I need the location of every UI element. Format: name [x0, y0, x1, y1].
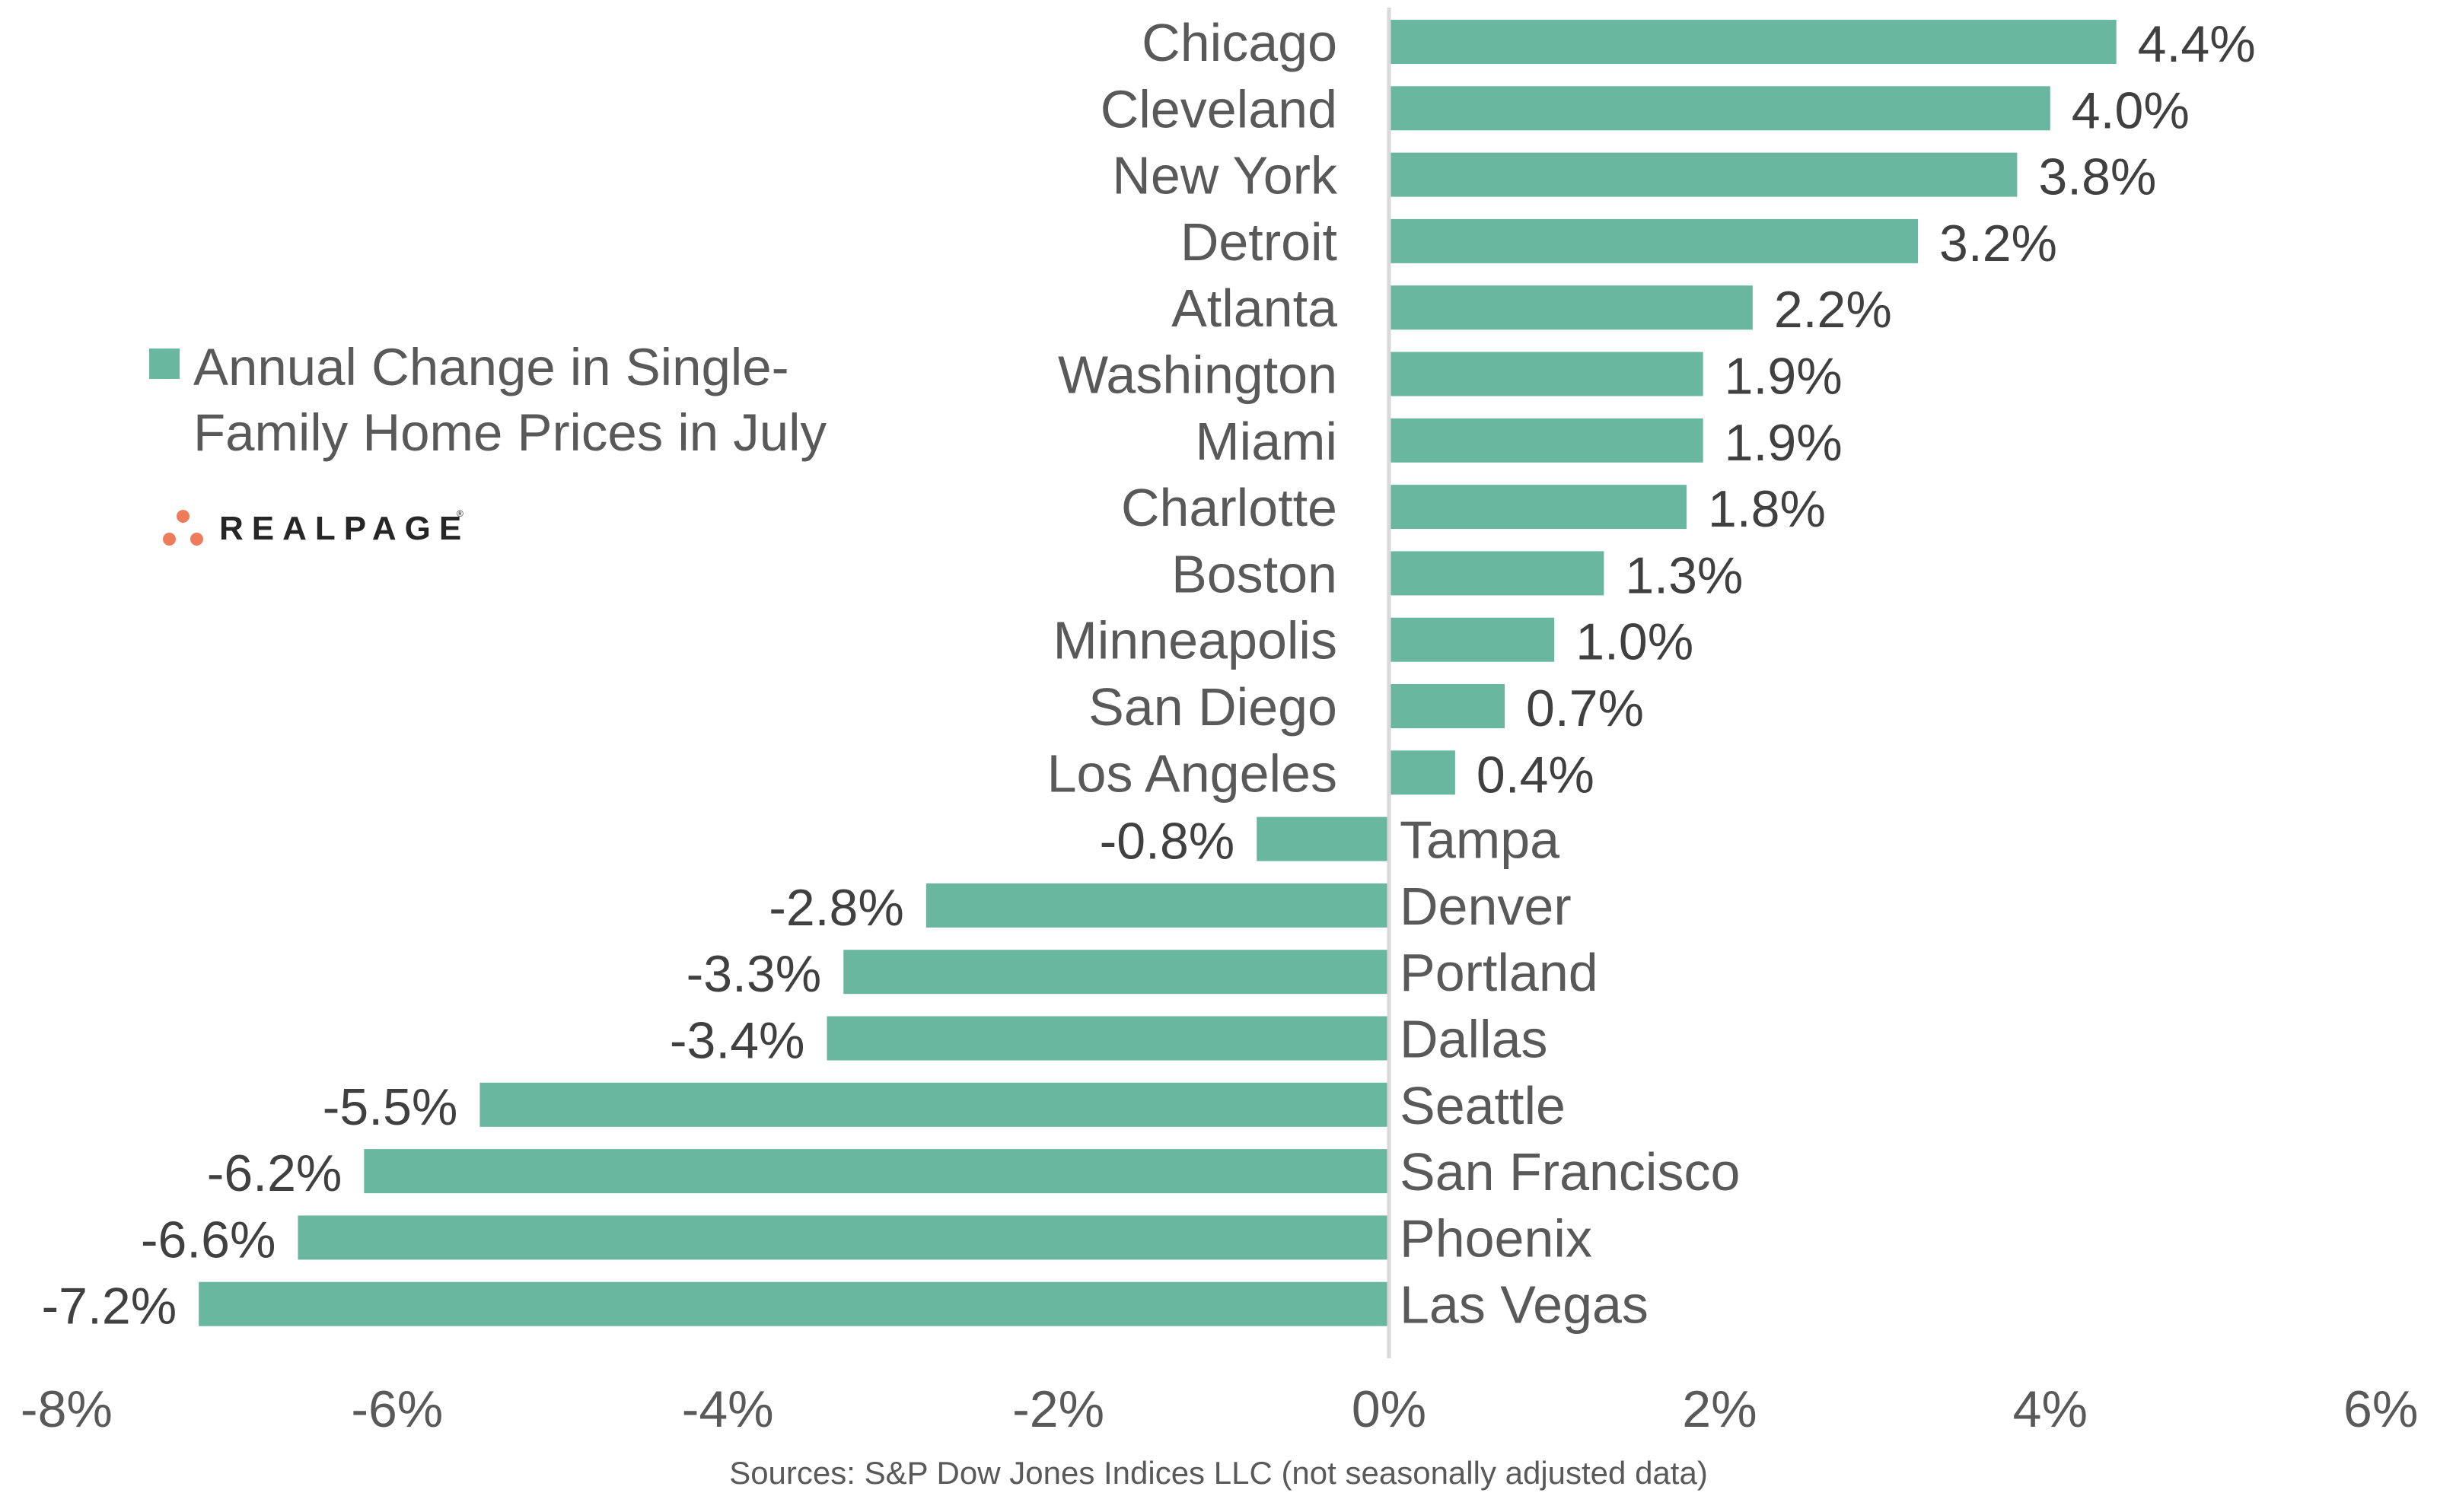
bar-charlotte — [1389, 485, 1687, 530]
category-label: San Francisco — [1400, 1142, 1740, 1202]
category-label: Tampa — [1400, 810, 1559, 870]
data-label: -0.8% — [1100, 813, 1235, 871]
x-tick-label: -2% — [1012, 1380, 1104, 1438]
data-label: 1.0% — [1575, 613, 1693, 671]
category-label: Dallas — [1400, 1010, 1548, 1069]
bar-san-francisco — [364, 1149, 1389, 1194]
bar-cleveland — [1389, 86, 2050, 131]
legend-line-1: Annual Change in Single- — [193, 338, 789, 396]
data-label: -7.2% — [42, 1278, 177, 1335]
category-label: New York — [1112, 146, 1338, 205]
bar-san-diego — [1389, 684, 1505, 728]
category-label: Seattle — [1400, 1076, 1566, 1135]
data-label: 4.4% — [2138, 15, 2256, 73]
legend-swatch — [149, 349, 180, 379]
bar-dallas — [827, 1016, 1389, 1061]
data-label: 2.2% — [1774, 281, 1892, 339]
data-label: -2.8% — [769, 879, 904, 937]
data-label: 1.9% — [1725, 348, 1843, 406]
category-label: Charlotte — [1121, 478, 1337, 537]
x-tick-label: -4% — [682, 1380, 774, 1438]
data-label: 0.7% — [1526, 680, 1644, 737]
category-label: Detroit — [1180, 212, 1337, 272]
category-label: Los Angeles — [1047, 743, 1337, 803]
category-label: Minneapolis — [1053, 611, 1337, 670]
category-label: Miami — [1195, 412, 1337, 471]
data-label: 0.4% — [1477, 746, 1594, 804]
legend-line-2: Family Home Prices in July — [193, 403, 827, 462]
source-note: Sources: S&P Dow Jones Indices LLC (not … — [729, 1455, 1708, 1491]
x-tick-label: 6% — [2343, 1380, 2418, 1438]
logo-registered-mark: ® — [457, 508, 464, 519]
bar-tampa — [1257, 816, 1389, 861]
x-tick-label: 4% — [2013, 1380, 2088, 1438]
bar-phoenix — [298, 1215, 1390, 1260]
bar-chicago — [1389, 20, 2117, 64]
bar-boston — [1389, 551, 1604, 596]
logo-dot-right — [190, 533, 203, 546]
bar-washington — [1389, 352, 1703, 396]
bar-portland — [843, 950, 1389, 995]
data-label: -6.2% — [207, 1144, 342, 1202]
bar-atlanta — [1389, 285, 1753, 330]
bar-seattle — [479, 1082, 1389, 1127]
logo-text: REALPAGE — [219, 510, 470, 547]
data-label: 1.3% — [1625, 546, 1743, 604]
value-labels: 4.4% 4.0% 3.8% 3.2% 2.2% 1.9% 1.9% 1.8% 1.3% 1.0%… — [42, 15, 2256, 1335]
x-tick-label: 2% — [1682, 1380, 1757, 1438]
category-label: Las Vegas — [1400, 1275, 1649, 1335]
bar-new-york — [1389, 152, 2018, 197]
data-label: 1.8% — [1708, 480, 1826, 538]
data-label: -6.6% — [141, 1211, 276, 1268]
category-label: Portland — [1400, 943, 1598, 1002]
bar-denver — [925, 883, 1389, 928]
bar-miami — [1389, 418, 1703, 463]
category-label: Denver — [1400, 877, 1572, 936]
data-label: -5.5% — [323, 1078, 458, 1136]
category-labels: Chicago Cleveland New York Detroit Atlanta Wa… — [1047, 13, 1741, 1335]
bars-group — [199, 20, 2117, 1326]
category-label: Washington — [1058, 345, 1337, 405]
x-axis-ticks: -8% -6% -4% -2% 0% 2% 4% 6% — [21, 1380, 2418, 1438]
data-label: -3.4% — [670, 1012, 805, 1070]
x-tick-label: -8% — [21, 1380, 113, 1438]
legend-label: Annual Change in Single- Family Home Pri… — [193, 335, 878, 466]
category-label: Boston — [1171, 544, 1337, 603]
data-label: 4.0% — [2072, 81, 2190, 139]
data-label: 3.8% — [2038, 148, 2156, 206]
realpage-logo: REALPAGE ® — [158, 504, 478, 549]
x-tick-label: 0% — [1352, 1380, 1426, 1438]
category-label: Atlanta — [1171, 279, 1337, 338]
bar-las-vegas — [199, 1281, 1389, 1326]
category-label: Cleveland — [1101, 79, 1337, 138]
category-label: Chicago — [1142, 13, 1337, 72]
bar-minneapolis — [1389, 617, 1555, 662]
logo-dot-left — [163, 533, 176, 546]
x-tick-label: -6% — [351, 1380, 443, 1438]
data-label: -3.3% — [687, 945, 822, 1003]
category-label: San Diego — [1088, 677, 1337, 737]
data-label: 1.9% — [1725, 414, 1843, 472]
logo-dot-top — [177, 510, 190, 523]
bar-los-angeles — [1389, 750, 1455, 795]
data-label: 3.2% — [1939, 215, 2057, 272]
bar-detroit — [1389, 218, 1919, 263]
category-label: Phoenix — [1400, 1208, 1592, 1268]
